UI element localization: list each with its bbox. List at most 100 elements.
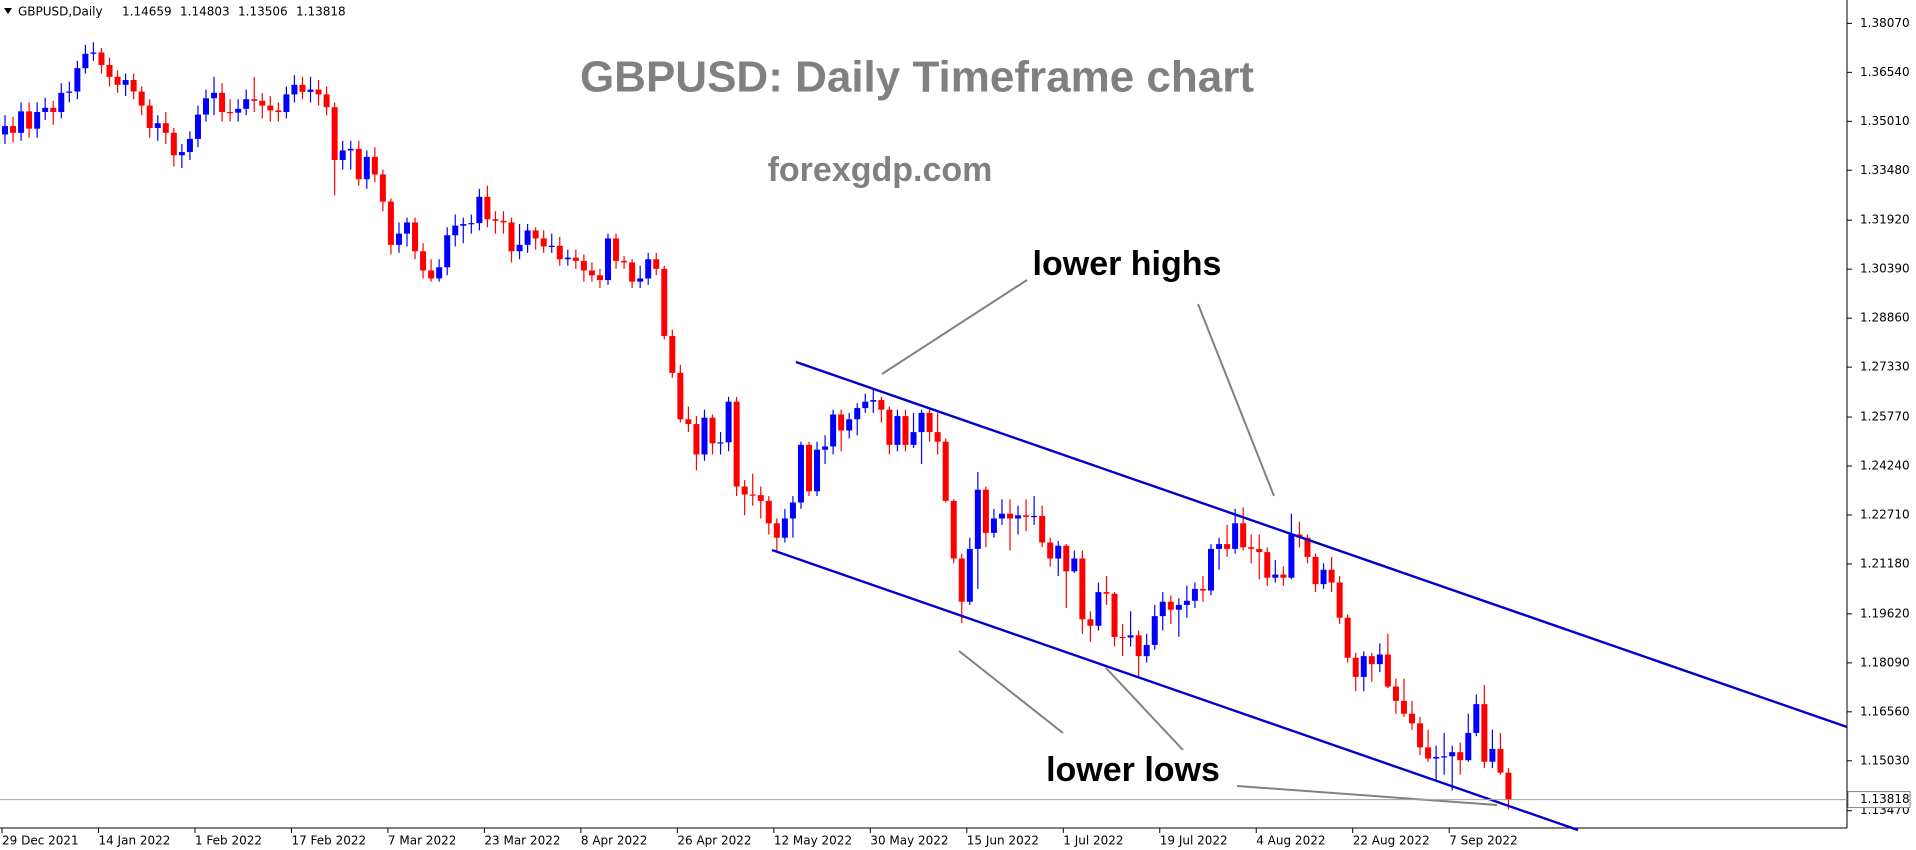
candle-body	[1143, 644, 1150, 657]
candle-body	[484, 196, 491, 220]
candle-body	[1288, 534, 1295, 578]
candle-body	[387, 201, 394, 245]
candle-body	[90, 52, 97, 54]
x-tick-label: 4 Aug 2022	[1256, 834, 1325, 848]
candle-body	[1007, 513, 1013, 519]
candle-body	[870, 400, 877, 402]
candle-body	[1055, 545, 1062, 559]
candle-body	[355, 148, 362, 180]
chart-subtitle: forexgdp.com	[768, 151, 993, 189]
candle-body	[436, 267, 443, 279]
candle-body	[588, 270, 595, 276]
candle-body	[1119, 636, 1126, 639]
candle-body	[966, 548, 973, 602]
candle-body	[613, 238, 620, 261]
candle-body	[1489, 748, 1496, 762]
y-tick-label: 1.36540	[1860, 65, 1910, 79]
candle-body	[1392, 686, 1399, 701]
x-tick-label: 19 Jul 2022	[1160, 834, 1228, 848]
candle-body	[347, 148, 354, 151]
candle-body	[596, 275, 603, 281]
y-tick-label: 1.28860	[1860, 311, 1910, 325]
candle-body	[1352, 657, 1359, 677]
candle-body	[1216, 544, 1223, 549]
candle-body	[846, 419, 853, 431]
candle-body	[251, 99, 258, 101]
candle-body	[412, 222, 419, 252]
candle-body	[379, 174, 386, 202]
x-tick-label: 8 Apr 2022	[581, 834, 648, 848]
ticks: 1.38070 1.36540 1.35010 1.33480 1.31920 1.303…	[1, 16, 1910, 848]
y-tick-label: 1.38070	[1860, 16, 1910, 30]
header: GBPUSD,Daily 1.14659 1.14803 1.13506 1.1…	[18, 5, 346, 19]
candle-body	[926, 412, 933, 433]
candle-body	[637, 278, 644, 282]
candle-body	[1280, 574, 1287, 578]
candle-body	[1167, 601, 1174, 610]
candle-body	[990, 518, 997, 533]
candle-body	[918, 412, 925, 433]
candle-body	[82, 53, 89, 69]
candle-body	[629, 262, 636, 282]
candle-body	[1079, 558, 1086, 620]
header-high: 1.14803	[180, 5, 230, 19]
pointer	[958, 650, 1064, 734]
candle-body	[958, 558, 965, 602]
candle-body	[1135, 635, 1142, 657]
candle-body	[315, 89, 322, 95]
candle-body	[26, 111, 33, 129]
x-tick-label: 12 May 2022	[774, 834, 852, 848]
candle-body	[259, 100, 266, 106]
candle-body	[395, 233, 402, 245]
candle-body	[1151, 616, 1158, 645]
candle-body	[1272, 574, 1279, 578]
x-tick-label: 22 Aug 2022	[1353, 834, 1430, 848]
candle-body	[468, 223, 475, 225]
candle-body	[203, 98, 209, 115]
candles	[2, 42, 1512, 810]
candle-body	[460, 224, 467, 226]
candle-body	[605, 238, 611, 281]
candle-body	[1015, 515, 1022, 519]
candle-body	[1031, 515, 1038, 518]
candle-body	[516, 244, 523, 252]
candle-body	[862, 401, 869, 409]
candle-body	[806, 444, 812, 492]
candle-body	[1465, 732, 1472, 761]
candle-body	[162, 123, 169, 133]
candle-body	[693, 424, 700, 455]
candle-body	[677, 372, 684, 420]
candle-body	[1159, 601, 1166, 617]
candle-body	[1175, 604, 1182, 610]
candle-body	[323, 94, 330, 108]
candle-body	[404, 222, 410, 234]
menu-triangle[interactable]	[4, 8, 12, 14]
pointer	[881, 279, 1028, 375]
candle-body	[653, 259, 660, 269]
y-tick-label: 1.21180	[1860, 556, 1910, 570]
y-tick-label: 1.27330	[1860, 360, 1910, 374]
pointer	[1105, 667, 1184, 751]
candle-body	[1449, 752, 1456, 757]
candle-body	[50, 107, 57, 113]
candle-body	[1248, 547, 1255, 549]
candle-body	[1199, 588, 1206, 591]
y-tick-label: 1.22710	[1860, 507, 1910, 521]
candle-body	[98, 52, 105, 65]
candle-body	[371, 156, 378, 175]
y-tick-label: 1.33480	[1860, 163, 1910, 177]
candle-body	[661, 268, 668, 337]
y-tick-label: 1.18090	[1860, 655, 1910, 669]
candle-body	[1039, 515, 1046, 543]
candle-body	[950, 500, 957, 559]
x-tick-label: 7 Sep 2022	[1449, 834, 1517, 848]
candle-body	[685, 419, 692, 425]
candle-body	[717, 442, 724, 444]
candle-body	[146, 105, 153, 129]
candle-body	[814, 449, 821, 492]
candle-body	[1409, 713, 1415, 724]
candle-body	[1360, 656, 1367, 677]
candle-body	[1425, 747, 1432, 759]
candle-body	[1497, 748, 1504, 773]
